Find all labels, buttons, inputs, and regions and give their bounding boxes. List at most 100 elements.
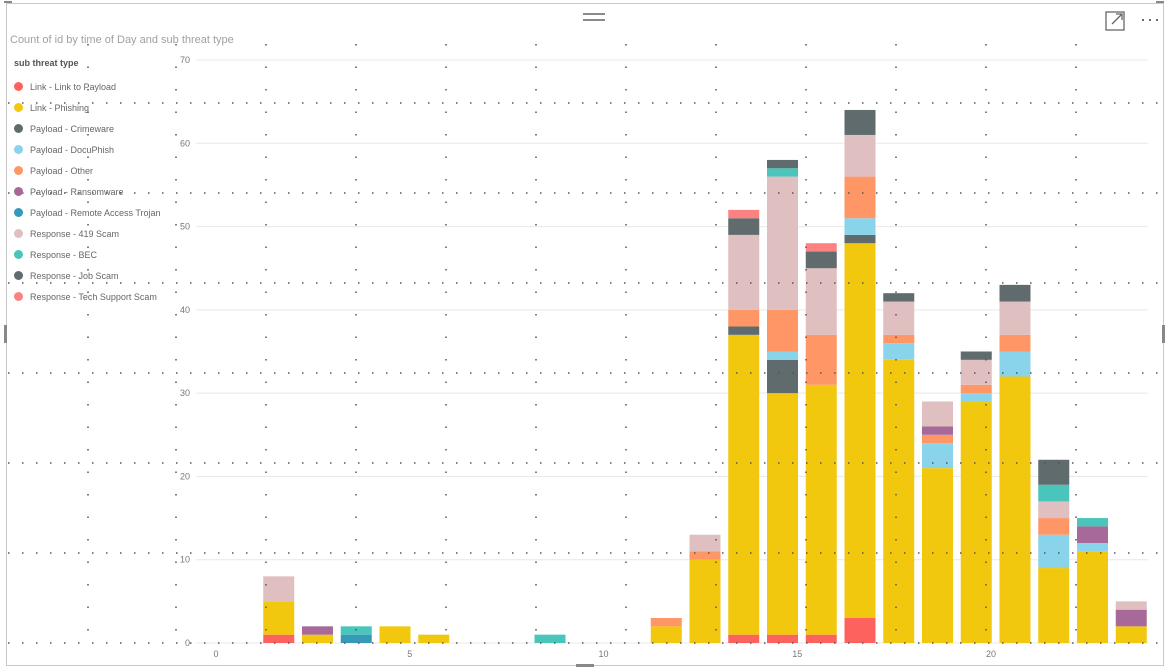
bar-segment-response-job-scam bbox=[728, 218, 760, 235]
legend-marker-icon bbox=[14, 187, 23, 196]
bar-segment-link-link-to-payload bbox=[728, 634, 760, 643]
resize-handle-right[interactable] bbox=[1162, 325, 1165, 343]
drag-grip-icon[interactable] bbox=[583, 13, 605, 25]
x-tick-label: 0 bbox=[213, 649, 218, 659]
legend-item[interactable]: Payload - Crimeware bbox=[14, 118, 184, 139]
bar-segment-link-phishing bbox=[960, 401, 992, 643]
chart-title: Count of id by time of Day and sub threa… bbox=[10, 34, 234, 46]
legend-label: Response - 419 Scam bbox=[30, 228, 120, 239]
bar-segment-response-419-scam bbox=[999, 301, 1031, 335]
legend-label: Payload - Crimeware bbox=[30, 123, 115, 134]
legend-label: Payload - Other bbox=[30, 165, 94, 176]
resize-handle-left[interactable] bbox=[4, 325, 7, 343]
y-tick-label: 50 bbox=[180, 222, 190, 232]
legend-label: Link - Phishing bbox=[30, 102, 90, 113]
bar-segment-link-phishing bbox=[263, 601, 295, 635]
legend-marker-icon bbox=[14, 124, 23, 133]
bar-segment-response-419-scam bbox=[728, 234, 760, 310]
y-tick-label: 0 bbox=[185, 638, 190, 648]
bar-segment-link-link-to-payload bbox=[767, 634, 798, 643]
bar-segment-link-phishing bbox=[1077, 551, 1108, 643]
bar-segment-payload-other bbox=[999, 334, 1031, 352]
bar-segment-response-job-scam bbox=[844, 109, 876, 135]
bar-segment-link-phishing bbox=[302, 634, 333, 643]
resize-handle-bottom[interactable] bbox=[576, 664, 594, 667]
bar-segment-link-phishing bbox=[844, 243, 876, 619]
legend-item[interactable]: Payload - Ransomware bbox=[14, 181, 184, 202]
bar-segment-payload-crimeware bbox=[844, 234, 876, 244]
legend-item[interactable]: Payload - Other bbox=[14, 160, 184, 181]
bar-segment-payload-other bbox=[1038, 518, 1070, 535]
bar-segment-payload-docuphish bbox=[960, 393, 992, 402]
x-tick-label: 10 bbox=[598, 649, 608, 659]
expand-icon bbox=[1105, 11, 1125, 31]
legend-marker-icon bbox=[14, 103, 23, 112]
legend-item[interactable]: Response - BEC bbox=[14, 244, 184, 265]
bar-segment-response-bec bbox=[340, 626, 372, 635]
legend-item[interactable]: Link - Link to Payload bbox=[14, 76, 184, 97]
bar-segment-response-bec bbox=[767, 168, 798, 177]
bar-segment-link-phishing bbox=[767, 393, 798, 635]
bar-segment-payload-docuphish bbox=[1038, 534, 1070, 569]
legend-item[interactable]: Response - 419 Scam bbox=[14, 223, 184, 244]
bar-segment-link-phishing bbox=[883, 359, 915, 643]
bar-segment-response-tech-support-scam bbox=[805, 243, 837, 252]
y-tick-label: 10 bbox=[180, 555, 190, 565]
legend-item[interactable]: Response - Tech Support Scam bbox=[14, 286, 184, 307]
y-tick-label: 20 bbox=[180, 471, 190, 481]
legend-item[interactable]: Payload - Remote Access Trojan bbox=[14, 202, 184, 223]
bar-segment-payload-other bbox=[960, 384, 992, 394]
legend-label: Link - Link to Payload bbox=[30, 81, 117, 92]
y-tick-label: 70 bbox=[180, 55, 190, 65]
bar-segment-response-job-scam bbox=[883, 293, 915, 302]
legend-title: sub threat type bbox=[14, 58, 79, 68]
legend-label: Response - BEC bbox=[30, 249, 98, 260]
bar-segment-response-419-scam bbox=[689, 534, 721, 552]
bar-segment-payload-ransomware bbox=[1115, 609, 1147, 627]
bar-segment-response-419-scam bbox=[922, 401, 953, 427]
legend-item[interactable]: Payload - DocuPhish bbox=[14, 139, 184, 160]
legend-label: Payload - DocuPhish bbox=[30, 144, 115, 155]
x-tick-label: 20 bbox=[986, 649, 996, 659]
bar-segment-response-bec bbox=[1077, 518, 1108, 527]
bar-segment-payload-crimeware bbox=[767, 359, 798, 394]
legend-item[interactable]: Link - Phishing bbox=[14, 97, 184, 118]
resize-handle-top-right[interactable] bbox=[1156, 1, 1164, 3]
legend-marker-icon bbox=[14, 229, 23, 238]
legend-item[interactable]: Response - Job Scam bbox=[14, 265, 184, 286]
legend-marker-icon bbox=[14, 145, 23, 154]
bar-segment-link-link-to-payload bbox=[263, 634, 295, 643]
legend-label: Response - Job Scam bbox=[30, 270, 119, 281]
bar-segment-payload-remote-access-trojan bbox=[340, 634, 372, 643]
x-tick-label: 15 bbox=[792, 649, 802, 659]
legend-marker-icon bbox=[14, 82, 23, 91]
bar-segment-link-phishing bbox=[1115, 626, 1147, 643]
bar-segment-payload-other bbox=[689, 551, 721, 560]
bar-segment-payload-ransomware bbox=[922, 426, 953, 435]
more-options-button[interactable]: ··· bbox=[1140, 9, 1161, 29]
legend-marker-icon bbox=[14, 208, 23, 217]
bar-segment-payload-other bbox=[767, 309, 798, 352]
legend-label: Payload - Remote Access Trojan bbox=[30, 207, 161, 218]
bar-segment-link-phishing bbox=[689, 559, 721, 643]
bar-segment-response-bec bbox=[1038, 484, 1070, 502]
bar-segment-response-tech-support-scam bbox=[728, 209, 760, 219]
bar-segment-payload-other bbox=[805, 334, 837, 385]
bar-segment-response-419-scam bbox=[844, 134, 876, 177]
focus-mode-button[interactable] bbox=[1104, 10, 1126, 32]
bar-segment-payload-crimeware bbox=[728, 326, 760, 335]
bar-segment-payload-other bbox=[728, 309, 760, 327]
bar-segment-payload-other bbox=[922, 434, 953, 444]
bar-segment-response-job-scam bbox=[805, 251, 837, 269]
bar-segment-link-link-to-payload bbox=[844, 618, 876, 643]
bar-segment-payload-docuphish bbox=[999, 351, 1031, 377]
resize-handle-top-left[interactable] bbox=[4, 1, 12, 3]
bar-segment-response-419-scam bbox=[960, 359, 992, 385]
y-tick-label: 60 bbox=[180, 138, 190, 148]
bar-segment-payload-other bbox=[844, 176, 876, 219]
x-tick-label: 5 bbox=[407, 649, 412, 659]
bar-segment-payload-docuphish bbox=[1077, 543, 1108, 552]
bar-segment-response-419-scam bbox=[805, 268, 837, 335]
bar-segment-response-job-scam bbox=[767, 159, 798, 169]
